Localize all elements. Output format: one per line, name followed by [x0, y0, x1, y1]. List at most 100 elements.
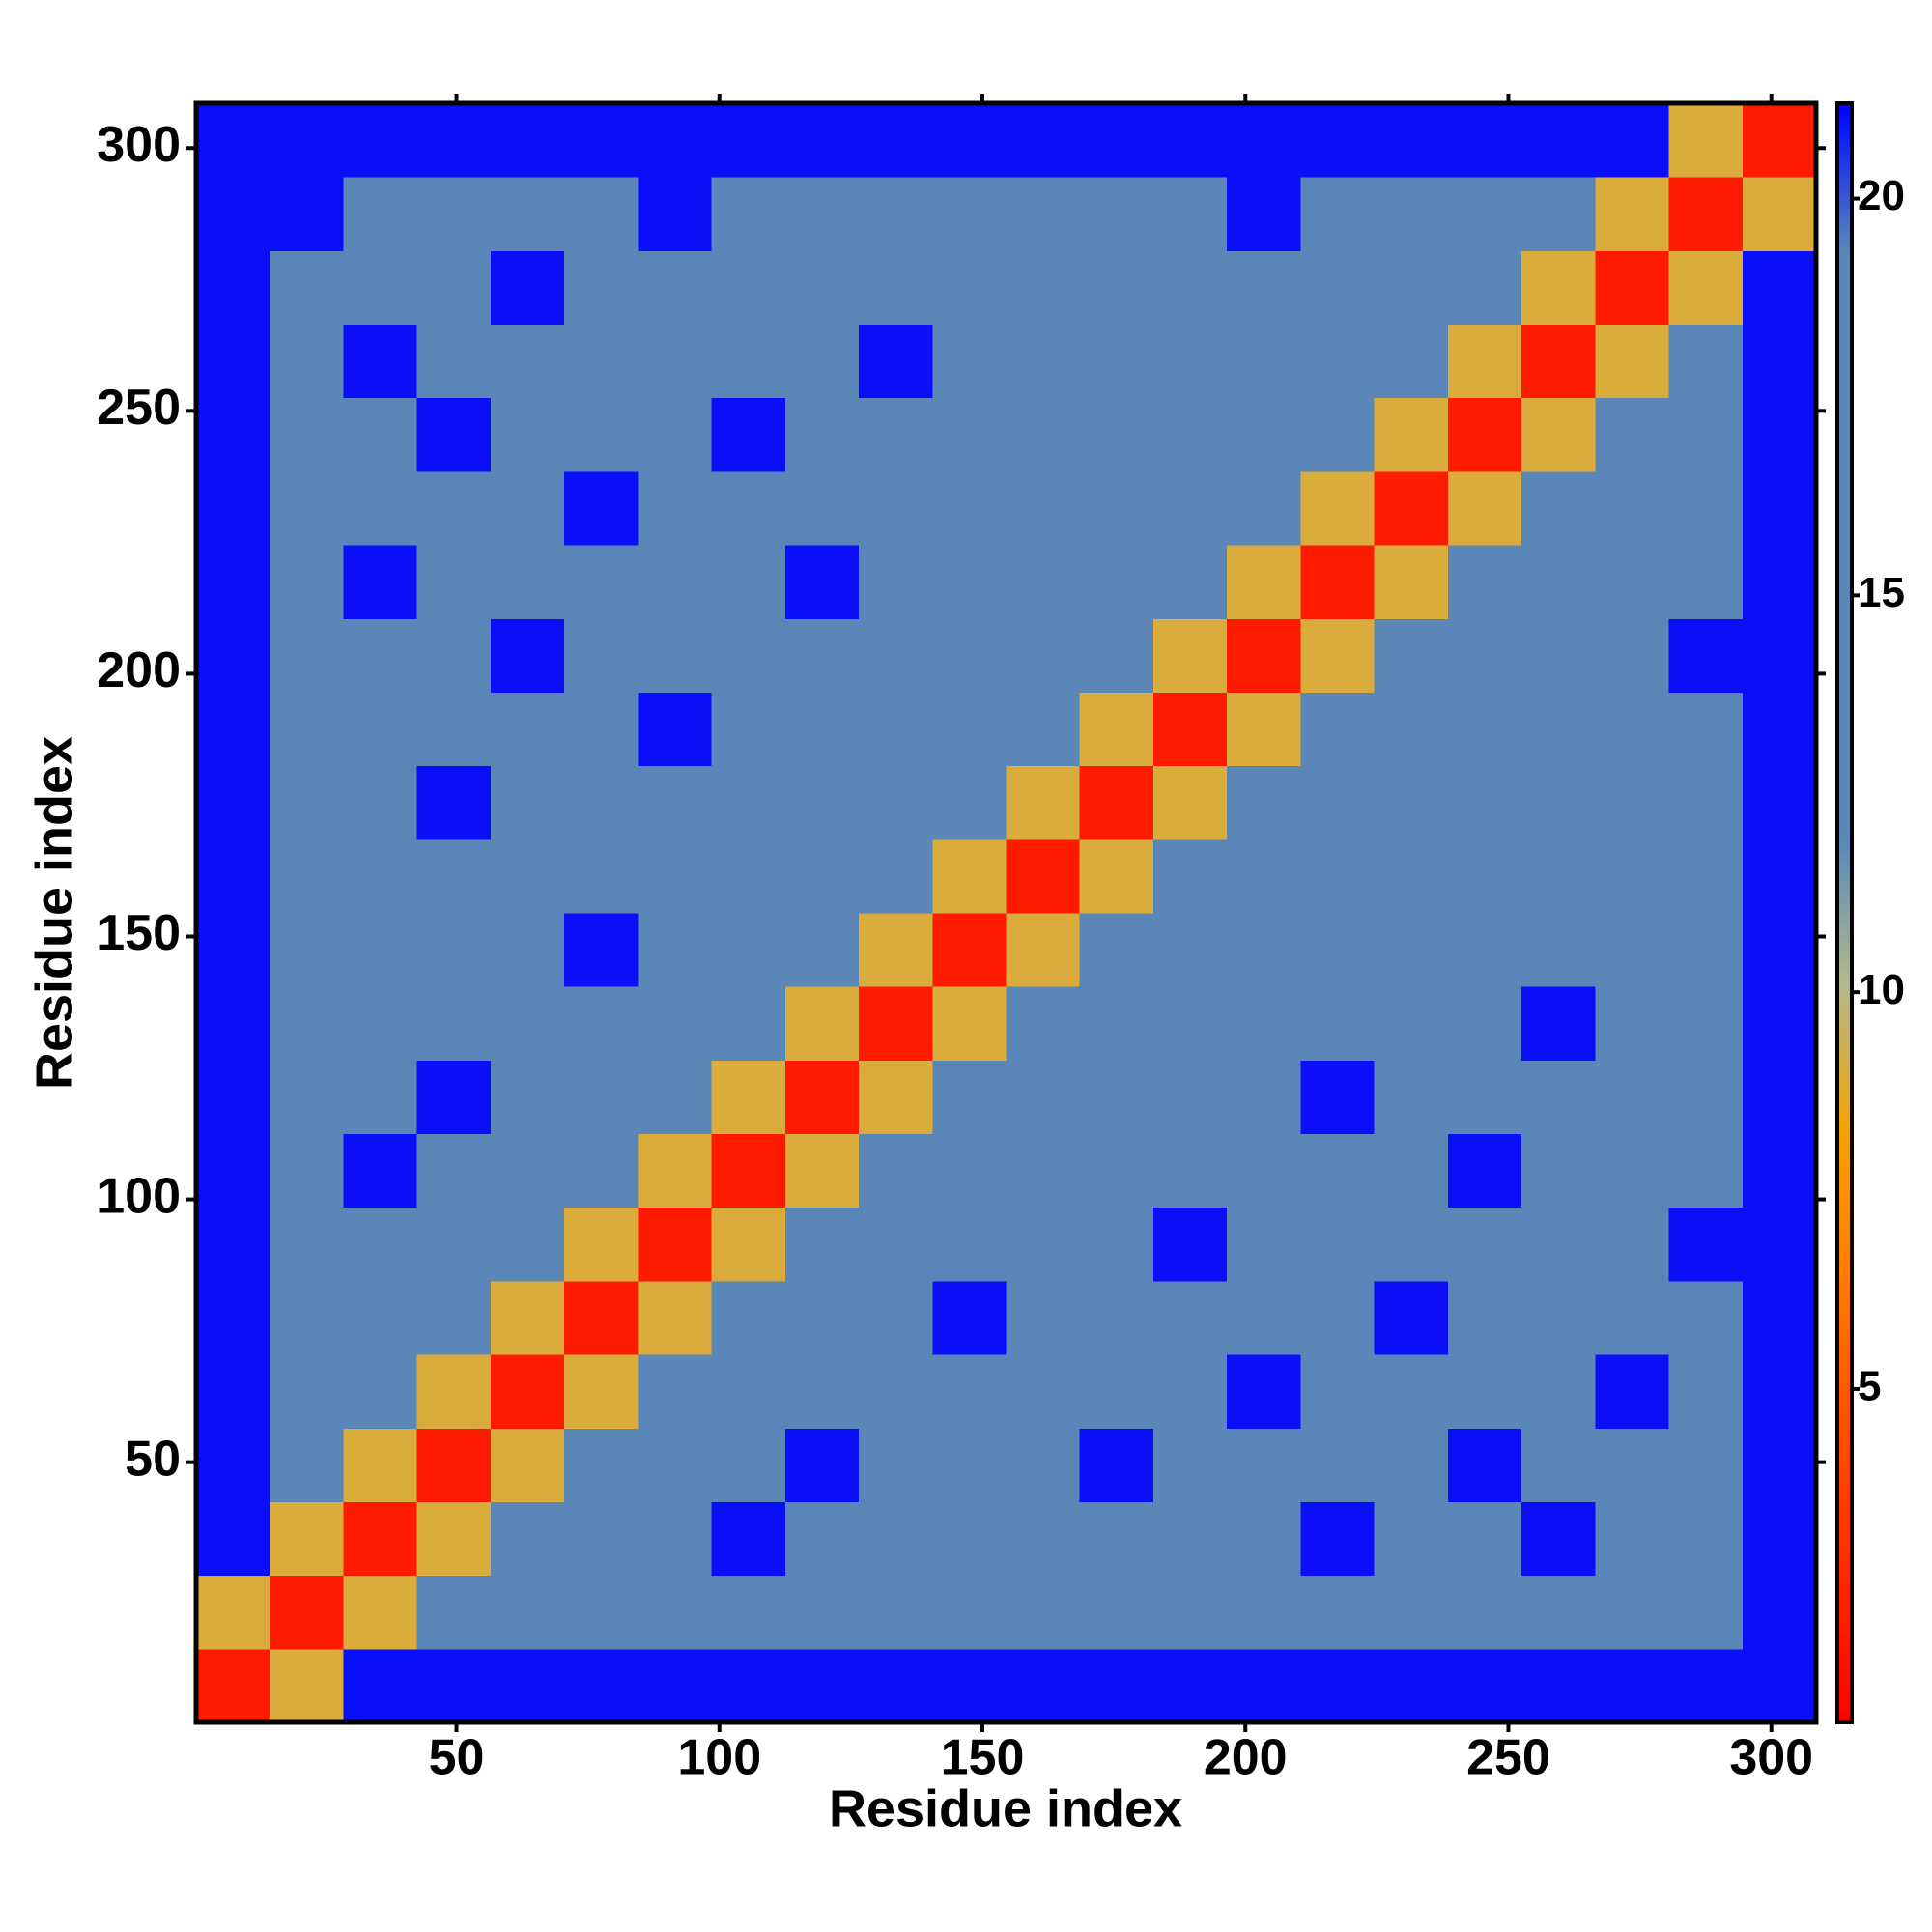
heatmap-cell	[932, 1133, 1007, 1208]
heatmap-cell	[196, 103, 270, 178]
heatmap-cell	[343, 324, 418, 399]
heatmap-cell	[1374, 324, 1449, 399]
heatmap-cell	[416, 397, 492, 472]
heatmap-cell	[270, 986, 344, 1061]
heatmap-cell	[859, 324, 933, 399]
heatmap-cell	[416, 1133, 492, 1208]
heatmap-cell	[196, 545, 270, 619]
heatmap-cell	[1079, 1648, 1154, 1723]
heatmap-cell	[343, 1648, 418, 1723]
heatmap-cell	[638, 618, 713, 693]
heatmap-cell	[1521, 1575, 1596, 1650]
heatmap-cell	[1521, 177, 1596, 251]
heatmap-cell	[564, 986, 639, 1061]
heatmap-cell	[1521, 1133, 1596, 1208]
heatmap-cell	[1374, 838, 1449, 914]
heatmap-cell	[1595, 1648, 1670, 1723]
heatmap-cell	[490, 470, 565, 546]
heatmap-cell	[490, 324, 565, 399]
heatmap-cell	[1447, 1060, 1522, 1135]
heatmap-cell	[490, 1501, 565, 1577]
heatmap-cell	[1227, 913, 1301, 987]
heatmap-cell	[1447, 1428, 1522, 1502]
heatmap-cell	[1595, 1133, 1670, 1208]
heatmap-cell	[1521, 765, 1596, 840]
heatmap-cell	[1595, 324, 1670, 399]
heatmap-cell	[1006, 545, 1081, 619]
heatmap-cell	[270, 1648, 344, 1723]
heatmap-cell	[343, 1354, 418, 1429]
heatmap-cell	[1300, 618, 1376, 693]
heatmap-cell	[564, 1575, 639, 1650]
heatmap-cell	[638, 838, 713, 914]
heatmap-cell	[711, 1133, 786, 1208]
heatmap-cell	[1742, 1133, 1817, 1208]
colorbar-tick-label: 5	[1858, 1363, 1881, 1410]
heatmap-cell	[1447, 1648, 1522, 1723]
heatmap-cell	[564, 177, 639, 251]
heatmap-cell	[1447, 618, 1522, 693]
heatmap-cell	[1374, 397, 1449, 472]
heatmap-cell	[859, 986, 933, 1061]
heatmap-cell	[1079, 1428, 1154, 1502]
heatmap-cell	[343, 765, 418, 840]
heatmap-cell	[1079, 324, 1154, 399]
heatmap-cell	[564, 1501, 639, 1577]
heatmap-cell	[1595, 397, 1670, 472]
heatmap-cell	[784, 250, 860, 326]
heatmap-cell	[564, 765, 639, 840]
heatmap-cell	[270, 838, 344, 914]
heatmap-cell	[1447, 838, 1522, 914]
heatmap-cell	[1227, 1060, 1301, 1135]
heatmap-cell	[196, 1501, 270, 1577]
heatmap-cell	[490, 838, 565, 914]
heatmap-cell	[1227, 1354, 1301, 1429]
heatmap-cell	[638, 177, 713, 251]
heatmap-cell	[1595, 1280, 1670, 1355]
heatmap-cell	[1300, 545, 1376, 619]
y-tick-label: 150	[97, 905, 181, 961]
heatmap-cell	[1300, 324, 1376, 399]
heatmap-cell	[343, 1207, 418, 1282]
heatmap-cell	[564, 838, 639, 914]
heatmap-cell	[1374, 545, 1449, 619]
heatmap-cell	[1374, 986, 1449, 1061]
heatmap-cell	[1447, 324, 1522, 399]
heatmap-cell	[343, 1060, 418, 1135]
heatmap-cell	[1742, 986, 1817, 1061]
heatmap-cell	[564, 1060, 639, 1135]
heatmap-cell	[196, 1354, 270, 1429]
heatmap-cell	[1300, 1354, 1376, 1429]
heatmap-cell	[859, 1354, 933, 1429]
heatmap-cell	[1447, 1207, 1522, 1282]
heatmap-cell	[1079, 470, 1154, 546]
heatmap-cell	[416, 986, 492, 1061]
colorbar-tick-label: 15	[1858, 569, 1905, 616]
heatmap-cell	[638, 250, 713, 326]
heatmap-cell	[1742, 913, 1817, 987]
heatmap-cell	[1152, 1133, 1228, 1208]
heatmap-cell	[1668, 1501, 1744, 1577]
heatmap-cells	[196, 103, 1817, 1723]
heatmap-cell	[196, 1648, 270, 1723]
heatmap-cell	[1668, 986, 1744, 1061]
heatmap-cell	[1668, 1133, 1744, 1208]
heatmap-cell	[1595, 1575, 1670, 1650]
heatmap-cell	[1227, 986, 1301, 1061]
heatmap-cell	[711, 1428, 786, 1502]
heatmap-cell	[1447, 913, 1522, 987]
heatmap-cell	[784, 1207, 860, 1282]
heatmap-cell	[711, 103, 786, 178]
heatmap-cell	[1595, 618, 1670, 693]
heatmap-cell	[784, 1501, 860, 1577]
heatmap-cell	[638, 1648, 713, 1723]
heatmap-cell	[1006, 103, 1081, 178]
heatmap-cell	[1595, 1501, 1670, 1577]
heatmap-cell	[1742, 1428, 1817, 1502]
heatmap-cell	[1521, 1501, 1596, 1577]
heatmap-cell	[784, 1060, 860, 1135]
x-tick-label: 250	[1466, 1730, 1550, 1786]
heatmap-cell	[1668, 1575, 1744, 1650]
heatmap-cell	[416, 1575, 492, 1650]
heatmap-cell	[416, 913, 492, 987]
